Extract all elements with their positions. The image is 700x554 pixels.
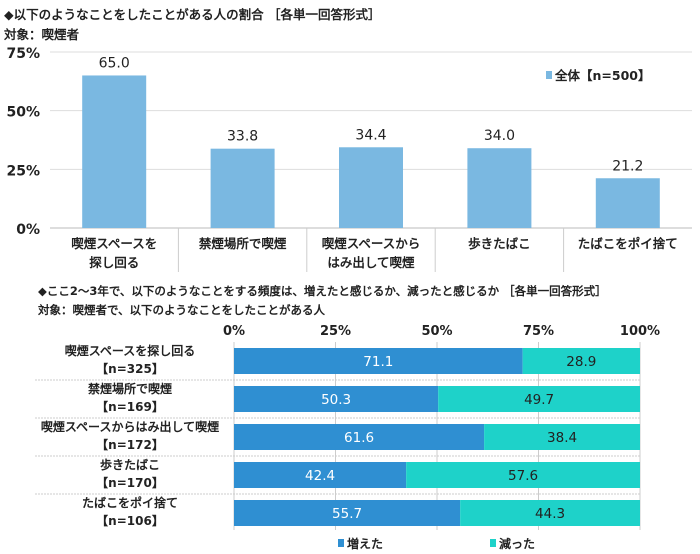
- bar-segment: [522, 348, 640, 374]
- category-label: 探し回る: [89, 255, 139, 270]
- bar: [210, 148, 275, 228]
- data-label: 49.7: [524, 392, 554, 408]
- bar: [467, 148, 532, 228]
- data-label: 33.8: [227, 129, 258, 145]
- category-label: たばこをポイ捨て: [82, 495, 178, 510]
- bar-segment: [460, 500, 640, 526]
- category-label: たばこをポイ捨て: [578, 236, 678, 251]
- category-label: 喫煙スペースを探し回る: [65, 343, 196, 358]
- legend-swatch: [546, 71, 552, 79]
- category-n-label: 【n=169】: [96, 399, 164, 414]
- category-label: 喫煙スペースからはみ出して喫煙: [41, 419, 219, 434]
- legend-swatch: [338, 539, 344, 547]
- bar: [82, 75, 147, 228]
- bar-segment: [234, 386, 439, 412]
- data-label: 57.6: [508, 468, 538, 484]
- x-tick-label: 50%: [421, 324, 452, 339]
- legend-label: 減った: [499, 536, 535, 551]
- bar-segment: [234, 348, 523, 374]
- data-label: 50.3: [321, 392, 351, 408]
- x-tick-label: 75%: [523, 324, 554, 339]
- legend-label: 増えた: [347, 536, 383, 551]
- category-label: 喫煙スペースを: [71, 236, 157, 251]
- bar: [595, 178, 660, 228]
- category-n-label: 【n=170】: [96, 475, 164, 490]
- data-label: 34.4: [355, 127, 386, 143]
- bar-segment: [484, 424, 640, 450]
- data-label: 44.3: [535, 506, 565, 522]
- y-tick-label: 0%: [16, 222, 40, 238]
- x-tick-label: 25%: [320, 324, 351, 339]
- data-label: 71.1: [363, 354, 393, 370]
- data-label: 65.0: [99, 55, 130, 71]
- bar-segment: [406, 462, 640, 488]
- category-n-label: 【n=172】: [96, 437, 164, 452]
- category-label: 禁煙場所で喫煙: [199, 236, 287, 251]
- data-label: 42.4: [305, 468, 335, 484]
- chart1-title: ◆以下のようなことをしたことがある人の割合 ［各単一回答形式］: [4, 7, 381, 22]
- category-label: 禁煙場所で喫煙: [88, 381, 172, 396]
- bar: [339, 147, 403, 228]
- data-label: 38.4: [547, 430, 577, 446]
- chart2-subtitle: 対象：喫煙者で、以下のようなことをしたことがある人: [38, 303, 326, 317]
- bar-segment: [438, 386, 640, 412]
- category-n-label: 【n=106】: [96, 513, 164, 528]
- bar-segment: [234, 462, 407, 488]
- data-label: 61.6: [344, 430, 374, 446]
- data-label: 34.0: [484, 128, 515, 144]
- chart1-subtitle: 対象：喫煙者: [4, 27, 80, 42]
- category-label: 喫煙スペースから: [322, 236, 421, 251]
- category-label: はみ出して喫煙: [327, 255, 415, 270]
- chart2-title: ◆ここ2～3年で、以下のようなことをする頻度は、増えたと感じるか、減ったと感じる…: [38, 284, 607, 298]
- legend-label: 全体【n=500】: [554, 68, 650, 83]
- category-label: 歩きたばこ: [100, 457, 160, 472]
- bar-segment: [234, 500, 461, 526]
- y-tick-label: 75%: [6, 46, 40, 62]
- legend-swatch: [490, 539, 496, 547]
- category-label: 歩きたばこ: [468, 236, 531, 251]
- data-label: 21.2: [612, 158, 643, 174]
- bar-segment: [234, 424, 485, 450]
- y-tick-label: 50%: [6, 105, 40, 121]
- data-label: 55.7: [332, 506, 362, 522]
- x-tick-label: 0%: [223, 324, 245, 339]
- x-tick-label: 100%: [620, 324, 660, 339]
- y-tick-label: 25%: [6, 163, 40, 179]
- category-n-label: 【n=325】: [96, 361, 164, 376]
- data-label: 28.9: [566, 354, 596, 370]
